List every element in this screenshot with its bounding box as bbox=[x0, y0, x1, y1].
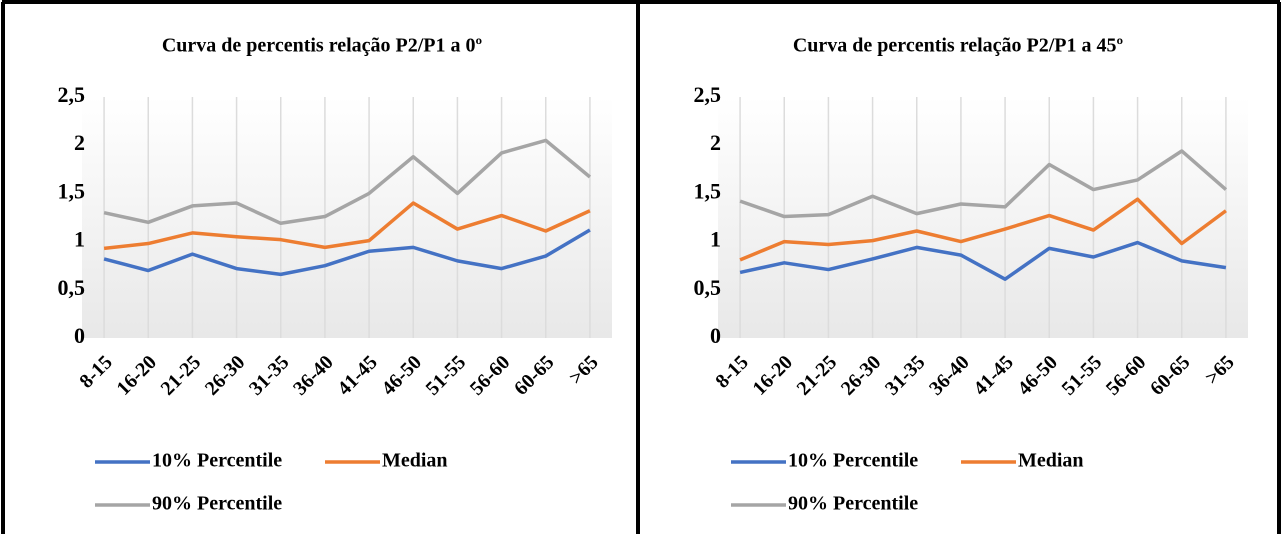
y-tick-label: 2,5 bbox=[58, 82, 86, 107]
y-tick-label: 0 bbox=[710, 323, 721, 348]
legend-label: Median bbox=[1018, 450, 1084, 472]
x-tick: 56-60 bbox=[1102, 351, 1151, 400]
x-tick: 26-30 bbox=[201, 351, 250, 400]
x-tick-label: 60-65 bbox=[1146, 351, 1195, 400]
x-tick-label: 8-15 bbox=[75, 351, 116, 392]
series-line bbox=[103, 201, 591, 251]
y-tick-label: 0,5 bbox=[694, 275, 722, 300]
x-tick: 41-45 bbox=[969, 351, 1018, 400]
plot-background bbox=[82, 97, 612, 338]
y-tick-label: 1 bbox=[710, 227, 721, 252]
y-tick-label: 0,5 bbox=[58, 275, 86, 300]
x-tick: 8-15 bbox=[711, 351, 752, 392]
x-tick: 41-45 bbox=[333, 351, 382, 400]
x-tick: 21-25 bbox=[793, 351, 842, 400]
x-tick: 46-50 bbox=[1013, 351, 1062, 400]
x-tick: 46-50 bbox=[377, 351, 426, 400]
x-tick-label: 41-45 bbox=[333, 351, 382, 400]
x-tick: 36-40 bbox=[925, 351, 974, 400]
x-tick-label: 46-50 bbox=[377, 351, 426, 400]
x-tick-label: 41-45 bbox=[969, 351, 1018, 400]
y-tick-label: 1 bbox=[74, 227, 85, 252]
chart-title: Curva de percentis relação P2/P1 a 0º bbox=[162, 35, 483, 57]
x-tick-label: >65 bbox=[1201, 351, 1239, 389]
x-tick: 56-60 bbox=[466, 351, 515, 400]
x-tick: 8-15 bbox=[75, 351, 116, 392]
legend-label: 90% Percentile bbox=[152, 493, 282, 515]
x-tick-label: 21-25 bbox=[157, 351, 206, 400]
series-line bbox=[103, 228, 591, 277]
x-tick-label: 16-20 bbox=[748, 351, 797, 400]
x-tick: 31-35 bbox=[245, 351, 294, 400]
plot-background bbox=[718, 97, 1248, 338]
chart-title: Curva de percentis relação P2/P1 a 45º bbox=[793, 35, 1124, 57]
x-tick-label: 36-40 bbox=[289, 351, 338, 400]
legend-label: 90% Percentile bbox=[788, 493, 918, 515]
x-tick-label: 60-65 bbox=[510, 351, 559, 400]
y-tick-label: 0 bbox=[74, 323, 85, 348]
series-line bbox=[739, 197, 1227, 262]
series-line bbox=[103, 138, 592, 226]
x-tick-label: 31-35 bbox=[245, 351, 294, 400]
x-tick-label: 56-60 bbox=[1102, 351, 1151, 400]
x-tick: 16-20 bbox=[748, 351, 797, 400]
y-tick-label: 2,5 bbox=[694, 82, 722, 107]
x-tick-label: 26-30 bbox=[201, 351, 250, 400]
x-tick: 60-65 bbox=[1146, 351, 1195, 400]
series-line bbox=[739, 149, 1228, 219]
x-tick: 21-25 bbox=[157, 351, 206, 400]
series-line bbox=[739, 240, 1227, 281]
y-tick-label: 1,5 bbox=[58, 178, 86, 203]
x-tick-label: 56-60 bbox=[466, 351, 515, 400]
x-tick: 26-30 bbox=[837, 351, 886, 400]
x-tick-label: 8-15 bbox=[711, 351, 752, 392]
x-tick: 36-40 bbox=[289, 351, 338, 400]
x-tick-label: 36-40 bbox=[925, 351, 974, 400]
legend-label: 10% Percentile bbox=[152, 450, 282, 472]
x-tick-label: 51-55 bbox=[1058, 351, 1107, 400]
x-tick: >65 bbox=[565, 351, 603, 389]
x-tick-label: 21-25 bbox=[793, 351, 842, 400]
y-tick-label: 2 bbox=[710, 130, 721, 155]
x-tick: 16-20 bbox=[112, 351, 161, 400]
x-tick-label: >65 bbox=[565, 351, 603, 389]
legend-label: Median bbox=[382, 450, 448, 472]
x-tick: 60-65 bbox=[510, 351, 559, 400]
x-tick: 51-55 bbox=[422, 351, 471, 400]
x-tick-label: 31-35 bbox=[881, 351, 930, 400]
x-tick-label: 46-50 bbox=[1013, 351, 1062, 400]
y-tick-label: 2 bbox=[74, 130, 85, 155]
x-tick: 31-35 bbox=[881, 351, 930, 400]
x-tick-label: 26-30 bbox=[837, 351, 886, 400]
x-tick: >65 bbox=[1201, 351, 1239, 389]
x-tick-label: 51-55 bbox=[422, 351, 471, 400]
legend-label: 10% Percentile bbox=[788, 450, 918, 472]
y-tick-label: 1,5 bbox=[694, 178, 722, 203]
x-tick-label: 16-20 bbox=[112, 351, 161, 400]
x-tick: 51-55 bbox=[1058, 351, 1107, 400]
